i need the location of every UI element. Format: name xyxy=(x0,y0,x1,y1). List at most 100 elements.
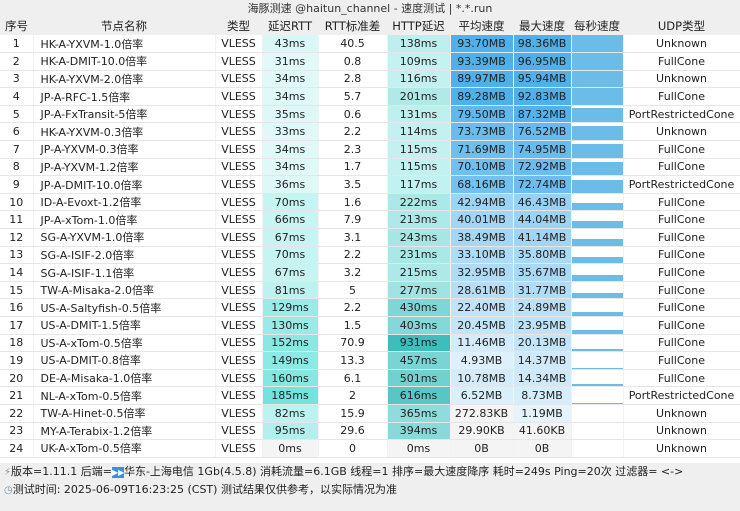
header-rtt[interactable]: 延迟RTT xyxy=(262,17,318,35)
max-speed-cell: 72.74MB xyxy=(513,175,572,194)
table-row[interactable]: 13 SG-A-ISIF-2.0倍率 VLESS 70ms 2.2 231ms 33.10M… xyxy=(0,246,740,265)
node-name-cell: US-A-DMIT-0.8倍率 xyxy=(33,351,216,370)
http-latency-cell: 231ms xyxy=(387,246,451,265)
avg-speed-cell: 6.52MB xyxy=(450,386,514,405)
node-name-cell: JP-A-FxTransit-5倍率 xyxy=(33,105,216,124)
rtt-cell: 67ms xyxy=(262,263,319,282)
speed-sparkline xyxy=(571,274,622,281)
table-row[interactable]: 6 HK-A-YXVM-0.3倍率 VLESS 33ms 2.2 114ms 73.73MB… xyxy=(0,122,740,142)
table-row[interactable]: 1 HK-A-YXVM-1.0倍率 VLESS 43ms 40.5 138ms 93.70M… xyxy=(0,35,740,54)
header-per-second-speed[interactable]: 每秒速度 xyxy=(571,17,623,35)
type-cell: VLESS xyxy=(215,35,263,54)
udp-type-cell: PortRestrictedCone xyxy=(623,105,740,124)
node-name-cell: MY-A-Terabix-1.2倍率 xyxy=(33,422,216,441)
max-speed-cell: 44.04MB xyxy=(513,210,572,230)
table-row[interactable]: 14 SG-A-ISIF-1.1倍率 VLESS 67ms 3.2 215ms 32.95M… xyxy=(0,263,740,282)
rtt-cell: 36ms xyxy=(262,175,319,194)
node-name-cell: TW-A-Misaka-2.0倍率 xyxy=(33,281,216,300)
per-second-speed-cell xyxy=(571,70,624,89)
type-cell: VLESS xyxy=(215,52,263,71)
udp-type-cell: PortRestrictedCone xyxy=(623,175,740,194)
udp-type-cell: FullCone xyxy=(623,193,740,212)
table-row[interactable]: 20 DE-A-Misaka-1.0倍率 VLESS 160ms 6.1 501ms 10.… xyxy=(0,369,740,388)
http-latency-cell: 931ms xyxy=(387,334,451,353)
header-udp-type[interactable]: UDP类型 xyxy=(623,17,740,35)
table-row[interactable]: 23 MY-A-Terabix-1.2倍率 VLESS 95ms 29.6 394ms 29… xyxy=(0,422,740,441)
type-cell: VLESS xyxy=(215,158,263,177)
speed-sparkline xyxy=(571,384,622,386)
table-row[interactable]: 2 HK-A-DMIT-10.0倍率 VLESS 31ms 0.8 109ms 93.39M… xyxy=(0,52,740,71)
table-row[interactable]: 15 TW-A-Misaka-2.0倍率 VLESS 81ms 5 277ms 28.61M… xyxy=(0,281,740,300)
rtt-stddev-cell: 3.5 xyxy=(318,175,388,194)
header-http-latency[interactable]: HTTP延迟 xyxy=(387,17,450,35)
index-cell: 6 xyxy=(0,122,34,142)
rtt-cell: 70ms xyxy=(262,193,319,212)
rtt-cell: 152ms xyxy=(262,334,319,353)
type-cell: VLESS xyxy=(215,369,263,388)
http-latency-cell: 0ms xyxy=(387,439,451,458)
per-second-speed-cell xyxy=(571,52,624,71)
type-cell: VLESS xyxy=(215,351,263,370)
avg-speed-cell: 0B xyxy=(450,439,514,458)
header-type[interactable]: 类型 xyxy=(215,17,262,35)
index-cell: 9 xyxy=(0,175,34,194)
avg-speed-cell: 29.90KB xyxy=(450,422,514,441)
index-cell: 3 xyxy=(0,70,34,89)
table-row[interactable]: 18 US-A-xTom-0.5倍率 VLESS 152ms 70.9 931ms 11.4… xyxy=(0,334,740,353)
index-cell: 1 xyxy=(0,35,34,54)
per-second-speed-cell xyxy=(571,298,624,317)
rtt-stddev-cell: 1.6 xyxy=(318,193,388,212)
type-cell: VLESS xyxy=(215,175,263,194)
table-row[interactable]: 11 JP-A-xTom-1.0倍率 VLESS 66ms 7.9 213ms 40.01M… xyxy=(0,210,740,230)
avg-speed-cell: 93.39MB xyxy=(450,52,514,71)
index-cell: 15 xyxy=(0,281,34,300)
node-name-cell: SG-A-ISIF-1.1倍率 xyxy=(33,263,216,282)
avg-speed-cell: 28.61MB xyxy=(450,281,514,300)
table-row[interactable]: 10 ID-A-Evoxt-1.2倍率 VLESS 70ms 1.6 222ms 42.94… xyxy=(0,193,740,212)
speed-sparkline xyxy=(571,367,622,369)
avg-speed-cell: 4.93MB xyxy=(450,351,514,370)
rtt-cell: 33ms xyxy=(262,122,319,142)
table-row[interactable]: 7 JP-A-YXVM-0.3倍率 VLESS 34ms 2.3 115ms 71.69MB… xyxy=(0,140,740,159)
speed-sparkline xyxy=(571,329,622,334)
avg-speed-cell: 33.10MB xyxy=(450,246,514,265)
table-row[interactable]: 22 TW-A-Hinet-0.5倍率 VLESS 82ms 15.9 365ms 272.… xyxy=(0,404,740,423)
table-row[interactable]: 4 JP-A-RFC-1.5倍率 VLESS 34ms 5.7 201ms 89.28MB 9… xyxy=(0,87,740,106)
http-latency-cell: 457ms xyxy=(387,351,451,370)
header-avg-speed[interactable]: 平均速度 xyxy=(450,17,513,35)
table-row[interactable]: 5 JP-A-FxTransit-5倍率 VLESS 35ms 0.6 131ms 79.5… xyxy=(0,105,740,124)
http-latency-cell: 109ms xyxy=(387,52,451,71)
rtt-stddev-cell: 2 xyxy=(318,386,388,405)
table-row[interactable]: 19 US-A-DMIT-0.8倍率 VLESS 149ms 13.3 457ms 4.93… xyxy=(0,351,740,370)
udp-type-cell: FullCone xyxy=(623,87,740,106)
table-row[interactable]: 3 HK-A-YXVM-2.0倍率 VLESS 34ms 2.8 116ms 89.97MB… xyxy=(0,70,740,89)
header-node-name[interactable]: 节点名称 xyxy=(33,17,215,35)
header-rtt-stddev[interactable]: RTT标准差 xyxy=(318,17,387,35)
http-latency-cell: 131ms xyxy=(387,105,451,124)
udp-type-cell: FullCone xyxy=(623,246,740,265)
table-row[interactable]: 24 UK-A-xTom-0.5倍率 VLESS 0ms 0 0ms 0B 0B Unknown xyxy=(0,439,740,458)
http-latency-cell: 365ms xyxy=(387,404,451,423)
plug-icon: ⚡ xyxy=(4,467,12,478)
index-cell: 20 xyxy=(0,369,34,388)
avg-speed-cell: 89.28MB xyxy=(450,87,514,106)
header-index[interactable]: 序号 xyxy=(0,17,33,35)
avg-speed-cell: 20.45MB xyxy=(450,316,514,335)
index-cell: 13 xyxy=(0,246,34,265)
per-second-speed-cell xyxy=(571,122,624,142)
avg-speed-cell: 68.16MB xyxy=(450,175,514,194)
table-row[interactable]: 12 SG-A-YXVM-1.0倍率 VLESS 67ms 3.1 243ms 38.49M… xyxy=(0,228,740,247)
footer-line2: 测试时间: 2025-06-09T16:23:25 (CST) 测试结果仅供参考… xyxy=(12,483,397,496)
rtt-stddev-cell: 0 xyxy=(318,439,388,458)
table-row[interactable]: 21 NL-A-xTom-0.5倍率 VLESS 185ms 2 616ms 6.52MB 8… xyxy=(0,386,740,405)
table-row[interactable]: 9 JP-A-DMIT-10.0倍率 VLESS 36ms 3.5 117ms 68.16M… xyxy=(0,175,740,194)
table-row[interactable]: 16 US-A-Saltyfish-0.5倍率 VLESS 129ms 2.2 430ms… xyxy=(0,298,740,317)
rtt-stddev-cell: 0.6 xyxy=(318,105,388,124)
header-max-speed[interactable]: 最大速度 xyxy=(513,17,571,35)
per-second-speed-cell xyxy=(571,369,624,388)
node-name-cell: JP-A-YXVM-0.3倍率 xyxy=(33,140,216,159)
rtt-cell: 34ms xyxy=(262,140,319,159)
table-row[interactable]: 17 US-A-DMIT-1.5倍率 VLESS 130ms 1.5 403ms 20.45… xyxy=(0,316,740,335)
table-row[interactable]: 8 JP-A-YXVM-1.2倍率 VLESS 34ms 1.7 115ms 70.10MB… xyxy=(0,158,740,177)
per-second-speed-cell xyxy=(571,210,624,230)
